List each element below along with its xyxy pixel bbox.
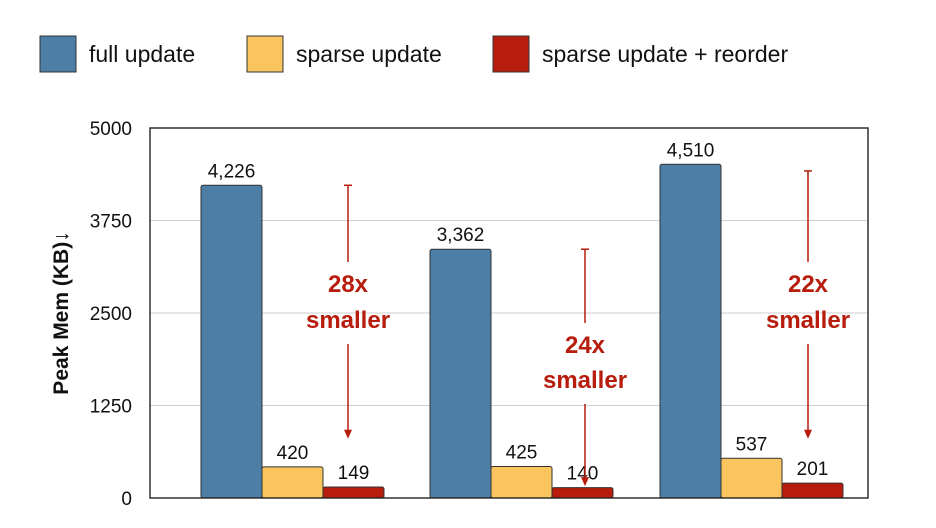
bar xyxy=(659,163,722,499)
y-axis-title: Peak Mem (KB)↓ xyxy=(50,231,73,394)
bar xyxy=(551,487,614,499)
annotation-text: smaller xyxy=(766,307,850,334)
bar xyxy=(261,466,324,499)
arrow-head xyxy=(581,477,589,487)
legend-swatch xyxy=(246,35,284,73)
legend-swatch xyxy=(492,35,530,73)
bars xyxy=(200,163,844,499)
data-label: 140 xyxy=(567,464,599,485)
arrow-head xyxy=(344,429,352,439)
legend-swatch xyxy=(39,35,77,73)
bar xyxy=(720,457,783,499)
legend-label: full update xyxy=(89,41,195,67)
y-tick-label: 2500 xyxy=(90,304,132,325)
legend: full update sparse update sparse update + … xyxy=(39,35,788,73)
y-tick-label: 5000 xyxy=(90,119,132,140)
bar xyxy=(490,466,553,499)
annotation-ratio: 24x xyxy=(565,332,606,359)
bar xyxy=(429,248,492,499)
y-tick-label: 1250 xyxy=(90,397,132,418)
annotations: 28x smaller 24x smaller 22x smaller xyxy=(306,170,850,487)
data-label: 537 xyxy=(736,434,768,455)
data-label: 149 xyxy=(338,463,370,484)
data-label: 425 xyxy=(506,443,538,464)
gridlines xyxy=(150,220,868,406)
value-labels: 4,226 3,362 4,510 420 425 537 149 140 201 xyxy=(208,140,829,484)
annotation-ratio: 22x xyxy=(788,271,829,298)
annotation-text: smaller xyxy=(306,307,390,334)
data-label: 4,226 xyxy=(208,161,256,182)
y-tick-label: 3750 xyxy=(90,212,132,233)
bar xyxy=(322,486,385,499)
y-tick-label: 0 xyxy=(121,489,132,510)
bar xyxy=(200,184,263,499)
data-label: 4,510 xyxy=(667,140,715,161)
annotation-text: smaller xyxy=(543,367,627,394)
data-label: 420 xyxy=(277,443,309,464)
plot-frame xyxy=(149,127,869,499)
arrow-head xyxy=(804,429,812,439)
legend-label: sparse update + reorder xyxy=(542,41,788,67)
annotation-ratio: 28x xyxy=(328,271,369,298)
data-label: 3,362 xyxy=(437,225,485,246)
legend-label: sparse update xyxy=(296,41,442,67)
bar xyxy=(781,482,844,499)
y-axis-ticks: 0 1250 2500 3750 5000 xyxy=(90,119,132,510)
data-label: 201 xyxy=(797,459,829,480)
